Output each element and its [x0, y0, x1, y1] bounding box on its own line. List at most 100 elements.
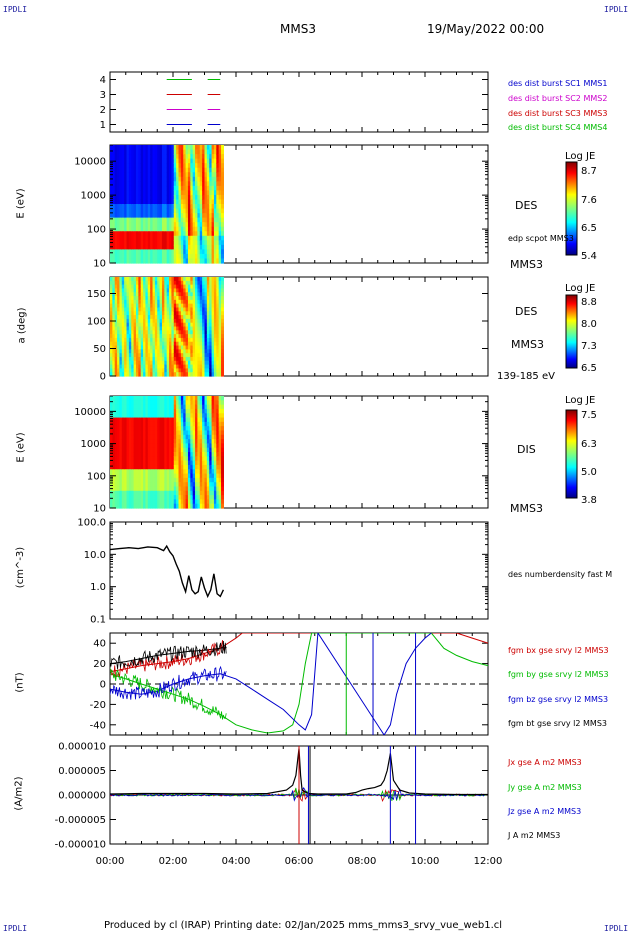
des-energy-cell	[114, 213, 118, 219]
dis-energy-cell	[218, 469, 222, 475]
dis-energy-cell	[124, 408, 128, 414]
des-energy-cell	[187, 204, 191, 210]
dis-energy-cell	[185, 490, 189, 496]
des-energy-cell	[176, 185, 180, 191]
des-pitch-cell	[143, 360, 147, 366]
des-pitch-cell	[133, 326, 137, 331]
des-pitch-cell	[178, 334, 182, 339]
des-pitch-cell	[126, 360, 130, 366]
des-pitch-cell	[209, 364, 213, 369]
des-pitch-cell	[152, 299, 156, 305]
des-energy-cell	[183, 145, 187, 151]
dis-energy-cell	[209, 486, 213, 492]
des-pitch-cell	[178, 280, 182, 286]
des-pitch-cell	[126, 334, 130, 339]
dis-energy-cell	[124, 417, 128, 423]
des-energy-cell	[197, 226, 201, 232]
des-pitch-cell	[119, 330, 123, 335]
des-energy-cell	[154, 163, 158, 169]
des-pitch-cell	[176, 299, 180, 305]
des-energy-cell	[154, 244, 158, 250]
des-pitch-cell	[209, 307, 213, 312]
dis-energy-cell	[166, 486, 170, 492]
des-pitch-cell	[204, 353, 208, 358]
dis-energy-cell	[114, 443, 118, 449]
dis-energy-cell	[133, 482, 137, 488]
des-energy-cell	[110, 163, 113, 169]
dis-energy-cell	[176, 439, 180, 444]
dis-energy-cell	[171, 469, 175, 475]
des-pitch-cell	[126, 356, 130, 362]
des-energy-cell	[140, 181, 144, 187]
dis-energy-cell	[126, 473, 130, 479]
des-pitch-cell	[206, 356, 210, 362]
des-energy-cell	[150, 194, 154, 201]
dis-energy-cell	[221, 503, 224, 509]
dis-energy-cell	[131, 408, 135, 414]
des-pitch-cell	[221, 296, 224, 301]
des-energy-cell	[133, 145, 137, 151]
current-series	[110, 746, 488, 844]
panel3-ytick-label: 0	[100, 372, 106, 383]
des-pitch-cell	[133, 337, 137, 343]
des-energy-cell	[143, 194, 147, 201]
dis-energy-cell	[166, 439, 170, 444]
des-pitch-cell	[166, 292, 170, 297]
des-energy-cell	[206, 258, 210, 264]
des-pitch-cell	[206, 360, 210, 366]
des-pitch-cell	[216, 315, 220, 320]
des-energy-cell	[150, 163, 154, 169]
des-energy-cell	[213, 194, 217, 201]
dis-energy-cell	[173, 417, 177, 423]
des-energy-cell	[124, 249, 128, 255]
dis-energy-cell	[161, 473, 165, 479]
des-energy-cell	[119, 194, 123, 201]
des-pitch-cell	[192, 337, 196, 343]
des-pitch-cell	[185, 372, 189, 377]
des-energy-cell	[178, 235, 182, 241]
dis-energy-cell	[138, 443, 142, 449]
dis-energy-cell	[110, 439, 113, 444]
dis-energy-cell	[138, 426, 142, 432]
des-energy-cell	[204, 145, 208, 151]
dis-energy-cell	[135, 439, 139, 444]
des-pitch-cell	[143, 364, 147, 369]
des-pitch-cell	[195, 368, 199, 373]
des-energy-cell	[202, 149, 206, 155]
des-pitch-cell	[221, 345, 224, 350]
des-energy-cell	[218, 244, 222, 250]
des-energy-cell	[128, 172, 132, 178]
des-energy-cell	[183, 235, 187, 241]
dis-energy-cell	[187, 439, 191, 444]
des-pitch-cell	[131, 318, 135, 324]
des-energy-cell	[128, 167, 132, 173]
des-energy-cell	[190, 154, 194, 160]
des-energy-cell	[126, 231, 130, 237]
des-energy-cell	[185, 194, 189, 201]
des-energy-cell	[213, 208, 217, 214]
dis-energy-cell	[199, 443, 203, 449]
des-energy-cell	[114, 253, 118, 260]
dis-energy-cell	[157, 400, 161, 406]
des-pitch-cell	[133, 334, 137, 339]
des-energy-cell	[209, 199, 213, 205]
des-pitch-cell	[135, 292, 139, 297]
dis-energy-cell	[221, 495, 224, 500]
des-pitch-cell	[218, 303, 222, 309]
des-pitch-cell	[110, 280, 113, 286]
dis-energy-cell	[135, 396, 139, 401]
des-pitch-cell	[143, 311, 147, 316]
des-pitch-cell	[202, 337, 206, 343]
dis-energy-cell	[161, 460, 165, 466]
des-pitch-cell	[218, 337, 222, 343]
dis-energy-cell	[164, 452, 168, 457]
dis-energy-cell	[199, 469, 203, 475]
dis-energy-cell	[216, 464, 220, 470]
des-pitch-cell	[171, 353, 175, 358]
des-energy-cell	[147, 204, 151, 210]
des-pitch-cell	[197, 322, 201, 328]
des-pitch-cell	[180, 296, 184, 301]
dis-energy-cell	[185, 439, 189, 444]
dis-energy-cell	[204, 404, 208, 410]
des-energy-cell	[213, 213, 217, 219]
